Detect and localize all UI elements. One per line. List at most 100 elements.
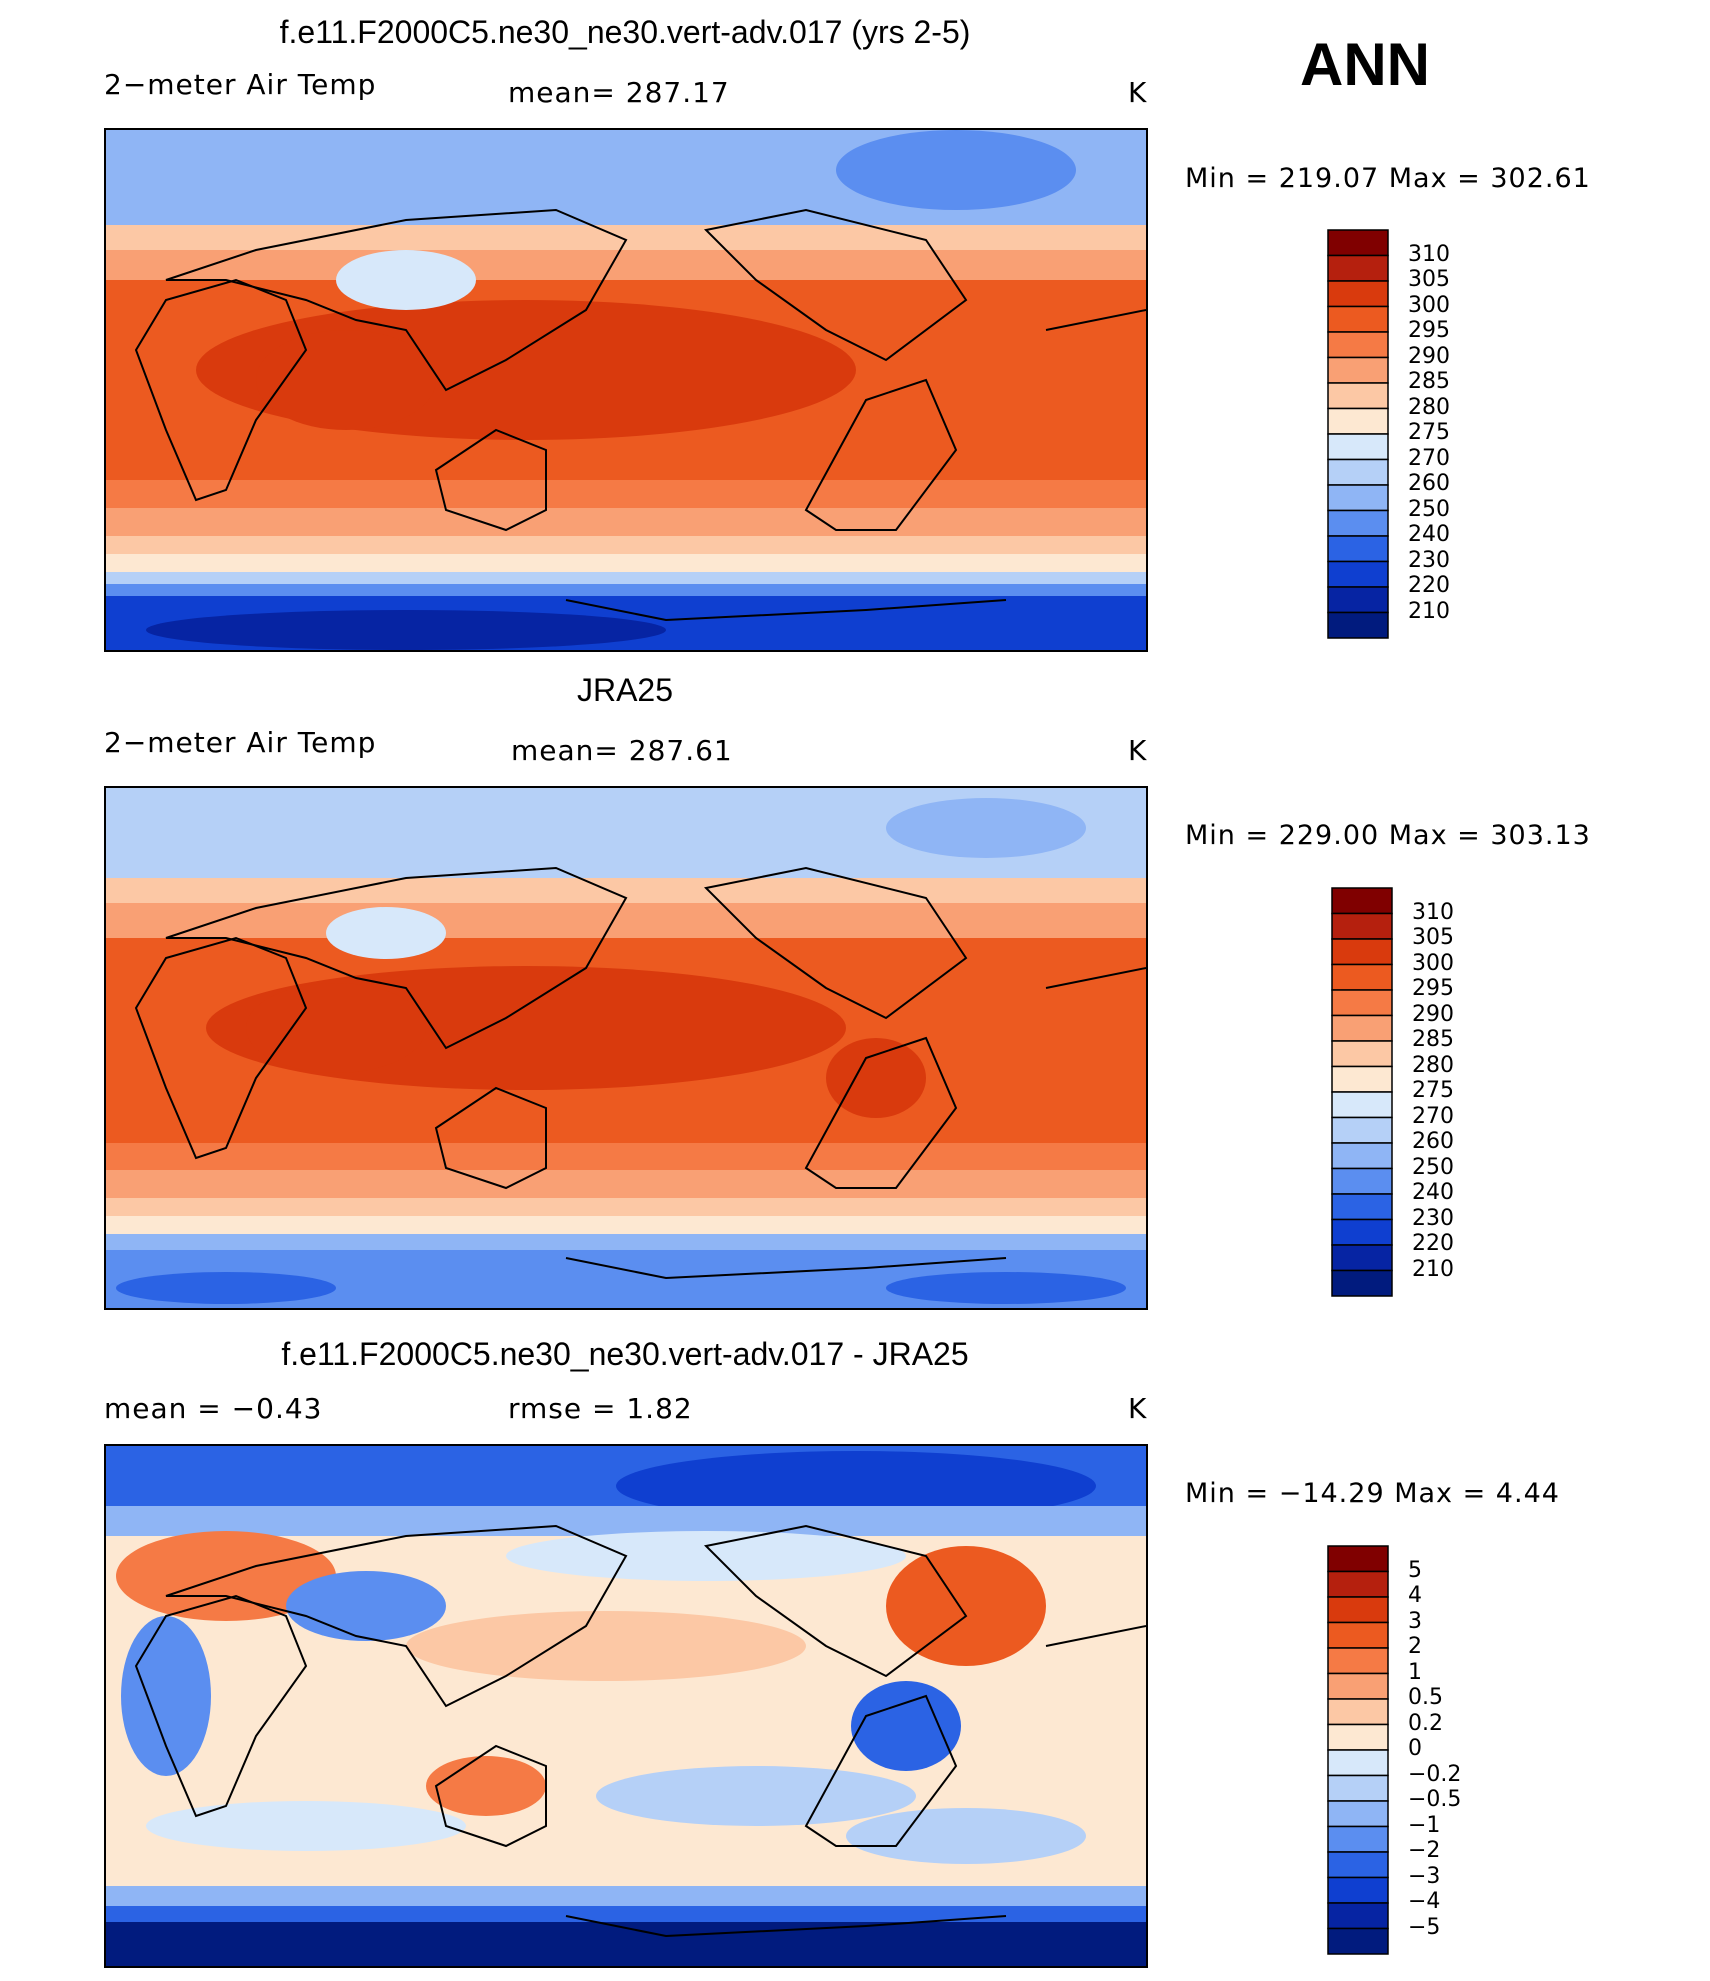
colorbar-swatch xyxy=(1331,989,1393,1017)
colorbar-level-label: −0.2 xyxy=(1408,1761,1462,1787)
panel-2-units-label: K xyxy=(1128,734,1148,767)
colorbar-swatch xyxy=(1327,331,1389,359)
panel-1-map-canvas xyxy=(106,130,1146,650)
colorbar-swatch xyxy=(1327,1876,1389,1904)
panel-1-map xyxy=(104,128,1148,652)
colorbar-level-label: 4 xyxy=(1408,1583,1422,1608)
colorbar-swatch xyxy=(1327,1851,1389,1879)
colorbar-swatch xyxy=(1327,356,1389,384)
colorbar-swatch xyxy=(1331,1040,1393,1068)
colorbar-swatch xyxy=(1331,1193,1393,1221)
panel-3-mean-label: mean = −0.43 xyxy=(104,1392,323,1425)
colorbar-level-label: 240 xyxy=(1412,1180,1454,1205)
panel-1-variable-label: 2−meter Air Temp xyxy=(104,68,377,101)
colorbar-level-label: −4 xyxy=(1408,1889,1441,1914)
colorbar-swatch xyxy=(1331,912,1393,940)
colorbar-swatch xyxy=(1327,509,1389,537)
panel-2-map xyxy=(104,786,1148,1310)
colorbar-swatch xyxy=(1327,1672,1389,1700)
panel-1-title: f.e11.F2000C5.ne30_ne30.vert-adv.017 (yr… xyxy=(279,14,971,50)
panel-2-map-canvas xyxy=(106,788,1146,1308)
colorbar-level-label: 290 xyxy=(1412,1001,1454,1027)
colorbar-swatch xyxy=(1327,1825,1389,1853)
colorbar-swatch xyxy=(1327,458,1389,486)
colorbar-level-label: 0 xyxy=(1408,1736,1422,1761)
panel-3-title: f.e11.F2000C5.ne30_ne30.vert-adv.017 - J… xyxy=(281,1336,969,1372)
colorbar-swatch xyxy=(1327,382,1389,410)
colorbar-swatch xyxy=(1327,1774,1389,1802)
colorbar-swatch xyxy=(1331,1014,1393,1042)
colorbar-level-label: 310 xyxy=(1408,241,1450,267)
panel-3-colorbar-swatches xyxy=(1327,1545,1389,1955)
colorbar-level-label: 310 xyxy=(1412,899,1454,925)
colorbar-level-label: 5 xyxy=(1408,1557,1422,1583)
colorbar-level-label: 0.5 xyxy=(1408,1685,1443,1710)
colorbar-swatch xyxy=(1327,229,1389,257)
colorbar-level-label: 305 xyxy=(1408,267,1450,292)
colorbar-level-label: 0.2 xyxy=(1408,1710,1443,1736)
colorbar-level-label: −1 xyxy=(1408,1812,1441,1838)
season-label: ANN xyxy=(1300,31,1430,98)
colorbar-level-label: 250 xyxy=(1408,496,1450,522)
colorbar-swatch xyxy=(1327,1800,1389,1828)
colorbar-level-label: 230 xyxy=(1412,1205,1454,1231)
colorbar-swatch xyxy=(1327,305,1389,333)
colorbar-swatch xyxy=(1327,611,1389,639)
colorbar-swatch xyxy=(1327,1927,1389,1955)
colorbar-swatch xyxy=(1331,1065,1393,1093)
colorbar-swatch xyxy=(1327,1749,1389,1777)
colorbar-level-label: 210 xyxy=(1408,598,1450,624)
colorbar-swatch xyxy=(1327,560,1389,588)
colorbar-swatch xyxy=(1331,963,1393,991)
panel-3-colorbar xyxy=(1326,1544,1390,1963)
colorbar-level-label: 275 xyxy=(1408,420,1450,445)
colorbar-level-label: 240 xyxy=(1408,522,1450,547)
colorbar-level-label: −2 xyxy=(1408,1838,1441,1863)
colorbar-level-label: 220 xyxy=(1412,1231,1454,1256)
colorbar-swatch xyxy=(1327,1596,1389,1624)
colorbar-level-label: 275 xyxy=(1412,1078,1454,1103)
colorbar-level-label: 280 xyxy=(1408,394,1450,420)
colorbar-level-label: 260 xyxy=(1408,471,1450,496)
panel-2-colorbar-swatches xyxy=(1331,887,1393,1297)
colorbar-swatch xyxy=(1331,1218,1393,1246)
colorbar-level-label: −0.5 xyxy=(1408,1787,1462,1812)
colorbar-level-label: 250 xyxy=(1412,1154,1454,1180)
colorbar-swatch xyxy=(1327,1902,1389,1930)
colorbar-level-label: 220 xyxy=(1408,573,1450,598)
colorbar-swatch xyxy=(1327,254,1389,282)
colorbar-level-label: 295 xyxy=(1408,318,1450,343)
colorbar-swatch xyxy=(1331,1116,1393,1144)
panel-3-map xyxy=(104,1444,1148,1968)
colorbar-swatch xyxy=(1327,280,1389,308)
colorbar-level-label: 290 xyxy=(1408,343,1450,369)
colorbar-swatch xyxy=(1331,1244,1393,1272)
colorbar-level-label: 285 xyxy=(1412,1027,1454,1052)
colorbar-level-label: −3 xyxy=(1408,1863,1441,1889)
colorbar-level-label: 1 xyxy=(1408,1659,1422,1685)
panel-1-minmax: Min = 219.07 Max = 302.61 xyxy=(1185,163,1591,194)
panel-1-units-label: K xyxy=(1128,76,1148,109)
panel-2-variable-label: 2−meter Air Temp xyxy=(104,726,377,759)
colorbar-swatch xyxy=(1327,586,1389,614)
panel-1-colorbar-swatches xyxy=(1327,229,1389,639)
colorbar-swatch xyxy=(1331,938,1393,966)
panel-1-colorbar xyxy=(1326,228,1390,647)
colorbar-swatch xyxy=(1327,484,1389,512)
colorbar-swatch xyxy=(1327,433,1389,461)
colorbar-swatch xyxy=(1327,1570,1389,1598)
colorbar-swatch xyxy=(1327,1621,1389,1649)
colorbar-level-label: 230 xyxy=(1408,547,1450,573)
colorbar-level-label: 270 xyxy=(1412,1103,1454,1129)
panel-3-minmax: Min = −14.29 Max = 4.44 xyxy=(1185,1478,1560,1509)
panel-2-minmax: Min = 229.00 Max = 303.13 xyxy=(1185,820,1591,851)
colorbar-level-label: 3 xyxy=(1408,1608,1422,1634)
panel-2-mean-label: mean= 287.61 xyxy=(511,734,733,767)
colorbar-level-label: 260 xyxy=(1412,1129,1454,1154)
colorbar-level-label: 285 xyxy=(1408,369,1450,394)
colorbar-swatch xyxy=(1327,1647,1389,1675)
panel-3-rmse-label: rmse = 1.82 xyxy=(508,1392,693,1425)
colorbar-swatch xyxy=(1327,1723,1389,1751)
colorbar-level-label: −5 xyxy=(1408,1914,1441,1940)
colorbar-swatch xyxy=(1327,1545,1389,1573)
